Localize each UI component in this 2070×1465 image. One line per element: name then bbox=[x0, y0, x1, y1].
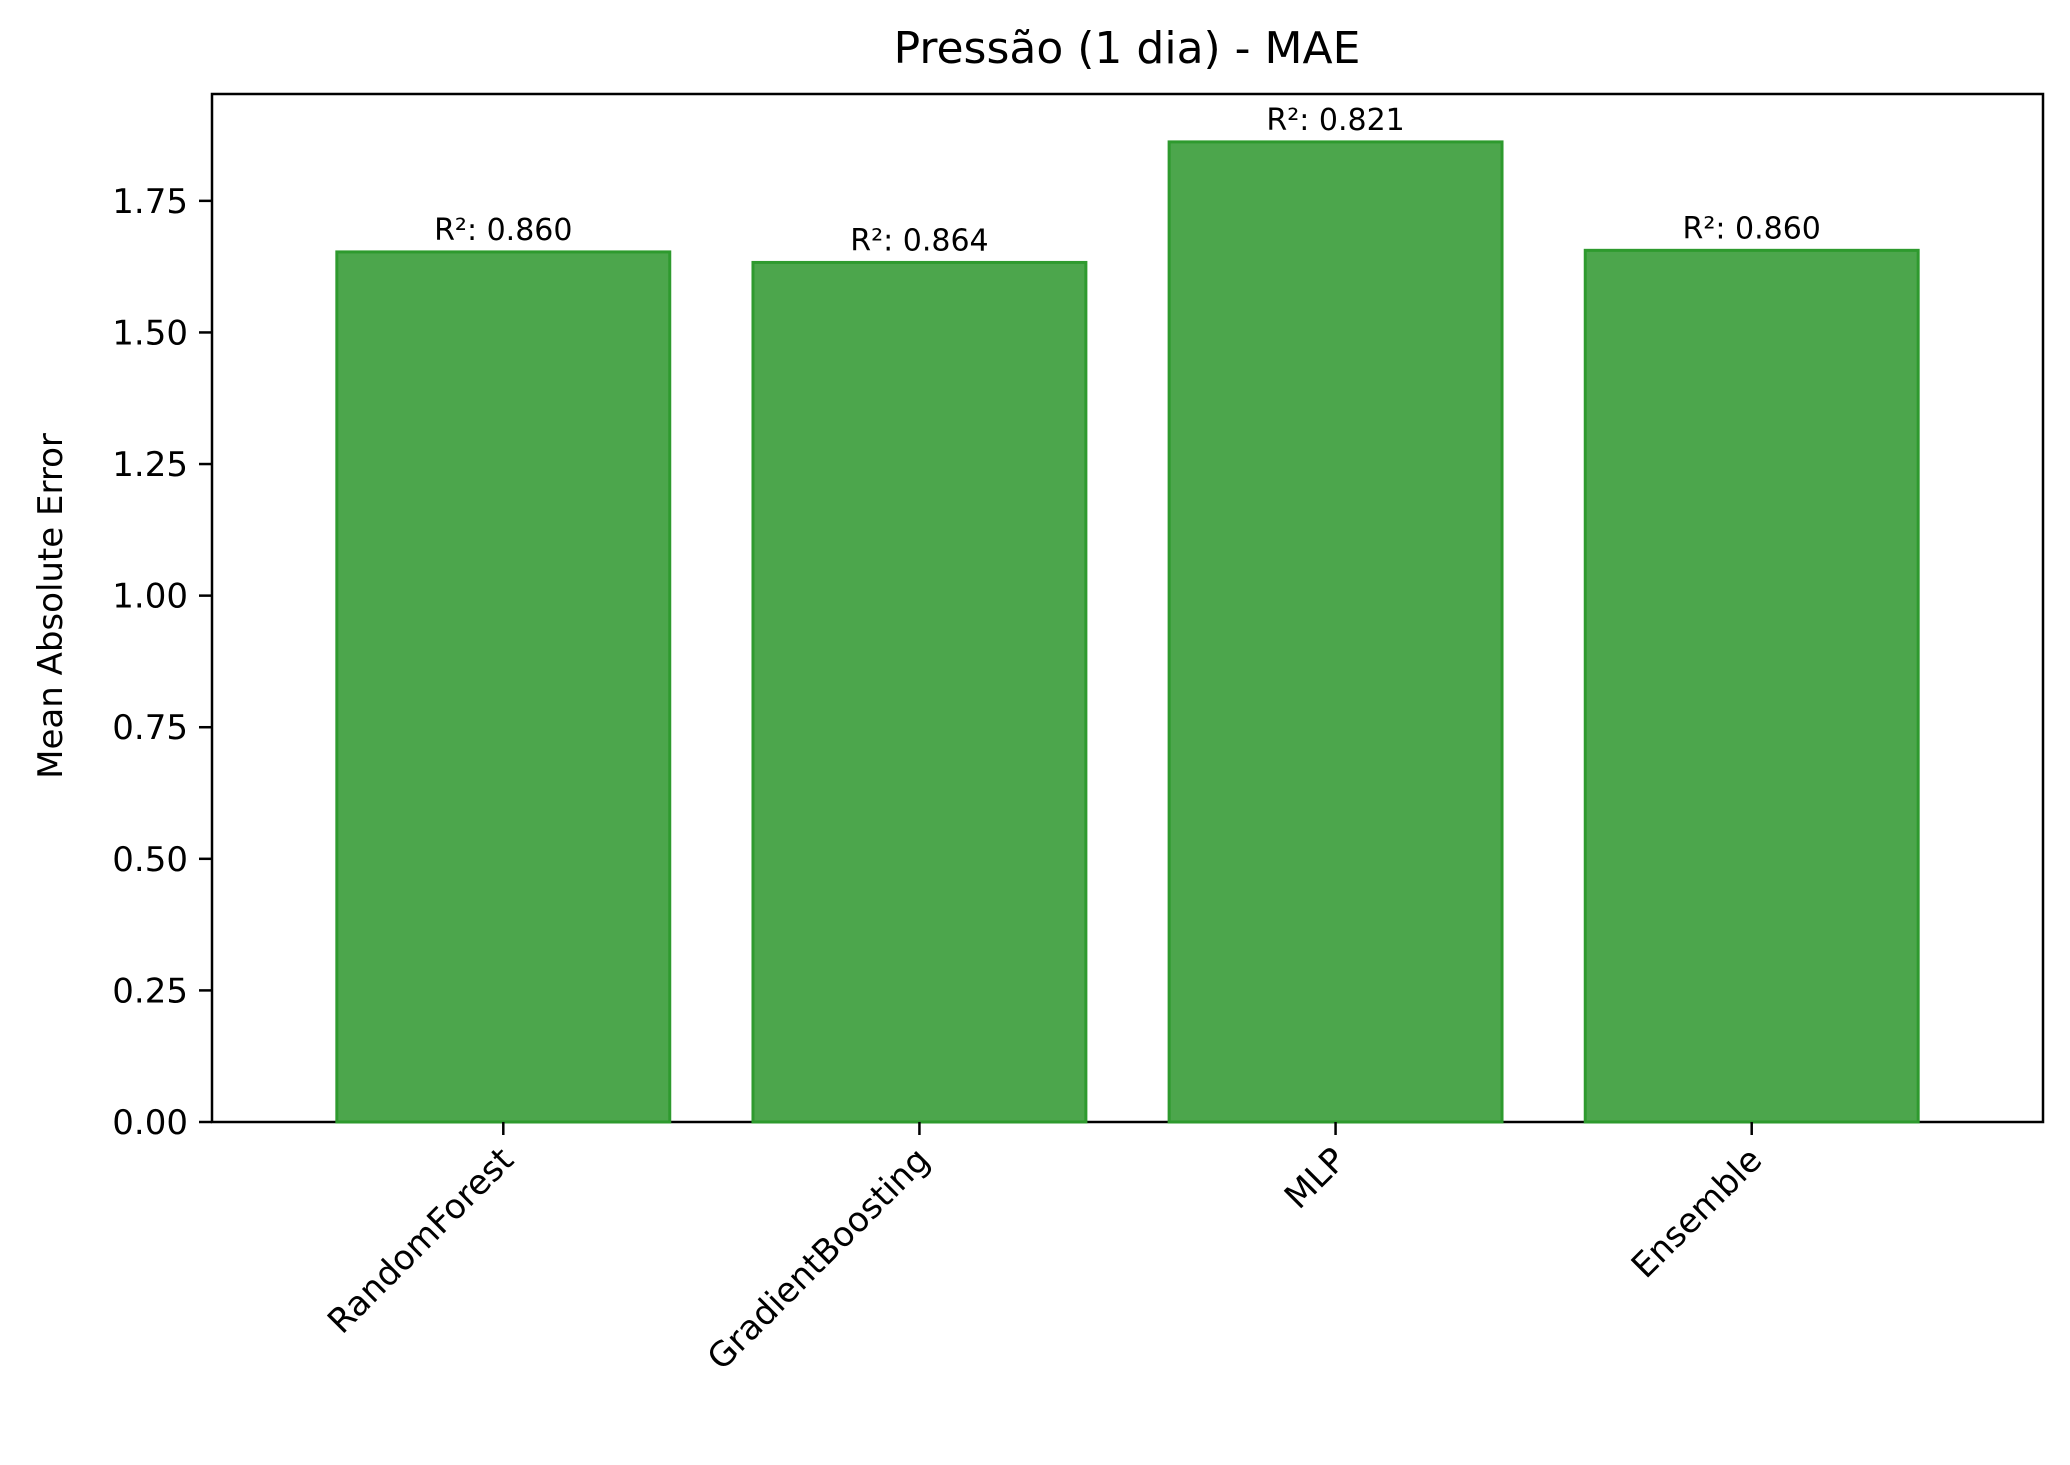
bar-value-label: R²: 0.821 bbox=[1266, 103, 1404, 138]
y-tick-label: 1.75 bbox=[112, 182, 188, 222]
axes-frame bbox=[210, 92, 2045, 1124]
y-tick-label: 0.25 bbox=[112, 971, 188, 1011]
y-tick-label: 1.25 bbox=[112, 445, 188, 485]
bar bbox=[335, 250, 672, 1124]
y-tick-label: 1.00 bbox=[112, 577, 188, 617]
bar bbox=[1583, 248, 1920, 1124]
bars-layer: R²: 0.860 R²: 0.864 R²: 0.821 R²: 0.860 bbox=[335, 103, 1920, 1124]
y-tick-label: 0.00 bbox=[112, 1103, 188, 1143]
plot-area bbox=[210, 92, 2045, 1124]
y-tick-label: 0.50 bbox=[112, 840, 188, 880]
bar bbox=[1167, 140, 1504, 1124]
bar bbox=[751, 260, 1088, 1124]
y-tick-label: 1.50 bbox=[112, 313, 188, 353]
y-tick-label: 0.75 bbox=[112, 708, 188, 748]
bar-value-label: R²: 0.864 bbox=[850, 223, 988, 258]
y-axis-label: Mean Absolute Error bbox=[31, 433, 71, 779]
bar-value-label: R²: 0.860 bbox=[1683, 211, 1821, 246]
y-axis: 0.00 0.25 0.50 0.75 1.00 1.25 1.50 1.75 bbox=[112, 182, 212, 1143]
bar-value-label: R²: 0.860 bbox=[434, 213, 572, 248]
chart-title: Pressão (1 dia) - MAE bbox=[894, 23, 1361, 74]
